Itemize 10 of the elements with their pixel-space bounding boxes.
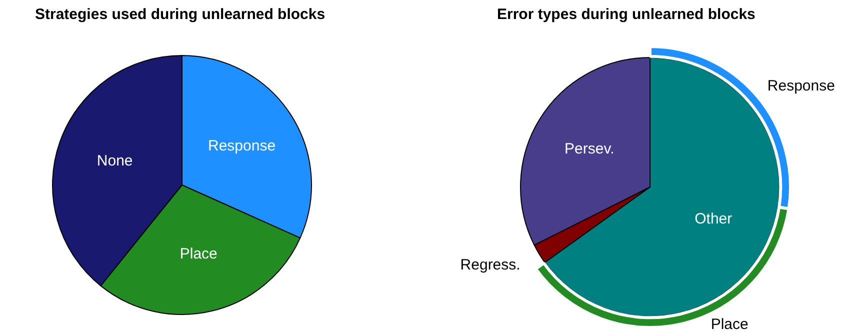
slice-label: Regress. bbox=[460, 256, 520, 274]
chart-title: Strategies used during unlearned blocks bbox=[35, 6, 326, 23]
slice-label: Place bbox=[710, 316, 748, 334]
slice-label: Other bbox=[694, 210, 732, 228]
slice-label: Persev. bbox=[564, 140, 614, 158]
slice-label: Response bbox=[208, 137, 276, 154]
slice-label: Response bbox=[767, 78, 835, 95]
slice-label: None bbox=[96, 152, 133, 170]
chart-title: Error types during unlearned blocks bbox=[497, 6, 756, 23]
slice-label: Place bbox=[180, 245, 218, 262]
